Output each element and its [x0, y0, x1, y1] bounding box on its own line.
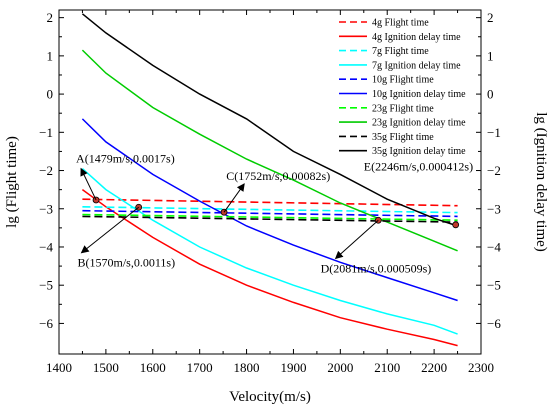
annotation-point-4 [452, 221, 460, 229]
y-tick-label-left: 2 [47, 10, 54, 25]
y-tick-label-left: −5 [39, 278, 53, 293]
annotation-arrow-3 [334, 219, 379, 260]
legend-label-4: 10g Flight time [372, 75, 434, 86]
y-tick-label-left: 0 [47, 87, 54, 102]
y-tick-label-right: −2 [487, 163, 501, 178]
y-tick-label-right: 2 [487, 10, 494, 25]
legend-label-1: 4g Ignition delay time [372, 32, 461, 43]
x-tick-label: 2000 [327, 360, 353, 375]
y-axis-label-right: lg (Ignition delay time) [533, 112, 549, 252]
x-tick-label: 1800 [234, 360, 260, 375]
x-tick-label: 2300 [468, 360, 494, 375]
series-line-4 [82, 209, 458, 218]
y-tick-label-right: −6 [487, 316, 501, 331]
annotation-label-0: A(1479m/s,0.0017s) [76, 152, 175, 166]
annotation-arrow-0 [80, 167, 97, 201]
annotation-label-4: E(2246m/s,0.000412s) [364, 160, 473, 174]
plot-area [58, 9, 482, 355]
annotation-arrow-2 [223, 183, 245, 213]
y-tick-label-left: −4 [39, 239, 53, 254]
series-line-1 [81, 188, 458, 347]
legend-label-6: 23g Flight time [372, 103, 434, 114]
series-line-5 [81, 118, 458, 302]
annotation-arrow-1 [80, 206, 140, 254]
y-tick-label-left: −2 [39, 163, 53, 178]
x-tick-label: 1700 [187, 360, 213, 375]
series-line-3 [81, 168, 458, 335]
y-tick-label-right: −4 [487, 239, 501, 254]
x-tick-label: 2100 [374, 360, 400, 375]
annotation-label-1: B(1570m/s,0.0011s) [78, 256, 176, 270]
legend-label-2: 7g Flight time [372, 46, 429, 57]
series-group [81, 13, 458, 347]
y-tick-label-right: −3 [487, 201, 501, 216]
y-axis-label-left: lg (Flight time) [4, 136, 20, 228]
x-axis-label: Velocity(m/s) [229, 389, 311, 405]
y-tick-label-right: 1 [487, 48, 494, 63]
legend-label-5: 10g Ignition delay time [372, 89, 466, 100]
x-tick-label: 1900 [280, 360, 306, 375]
annotation-label-2: C(1752m/s,0.00082s) [226, 169, 330, 183]
legend-label-7: 23g Ignition delay time [372, 118, 466, 129]
y-tick-label-right: −1 [487, 125, 501, 140]
legend-label-9: 35g Ignition delay time [372, 146, 466, 157]
y-tick-label-right: −5 [487, 278, 501, 293]
y-tick-label-left: −6 [39, 316, 53, 331]
y-tick-label-left: −1 [39, 125, 53, 140]
x-tick-label: 1600 [140, 360, 166, 375]
series-line-6 [82, 213, 458, 221]
x-tick-label: 2200 [421, 360, 447, 375]
y-tick-label-left: −3 [39, 201, 53, 216]
ticks: 1400 1500 1600 1700 1800 1900 2000 2100 2200 2300… [39, 10, 501, 375]
series-line-8 [82, 215, 458, 223]
legend-label-0: 4g Flight time [372, 18, 429, 29]
legend-label-3: 7g Ignition delay time [372, 60, 461, 71]
y-tick-label-right: 0 [487, 87, 494, 102]
y-tick-label-left: 1 [47, 48, 54, 63]
x-tick-label: 1400 [46, 360, 72, 375]
annotation-label-3: D(2081m/s,0.000509s) [321, 261, 432, 275]
series-line-2 [82, 206, 458, 214]
series-line-7 [81, 49, 458, 252]
legend: 4g Flight time 4g Ignition delay time 7g F… [339, 18, 466, 157]
annotations: A(1479m/s,0.0017s) B(1570m/s,0.0011s) C(17… [76, 152, 473, 276]
x-tick-label: 1500 [93, 360, 119, 375]
legend-label-8: 35g Flight time [372, 132, 434, 143]
series-line-0 [82, 198, 458, 207]
series-line-9 [81, 13, 458, 227]
